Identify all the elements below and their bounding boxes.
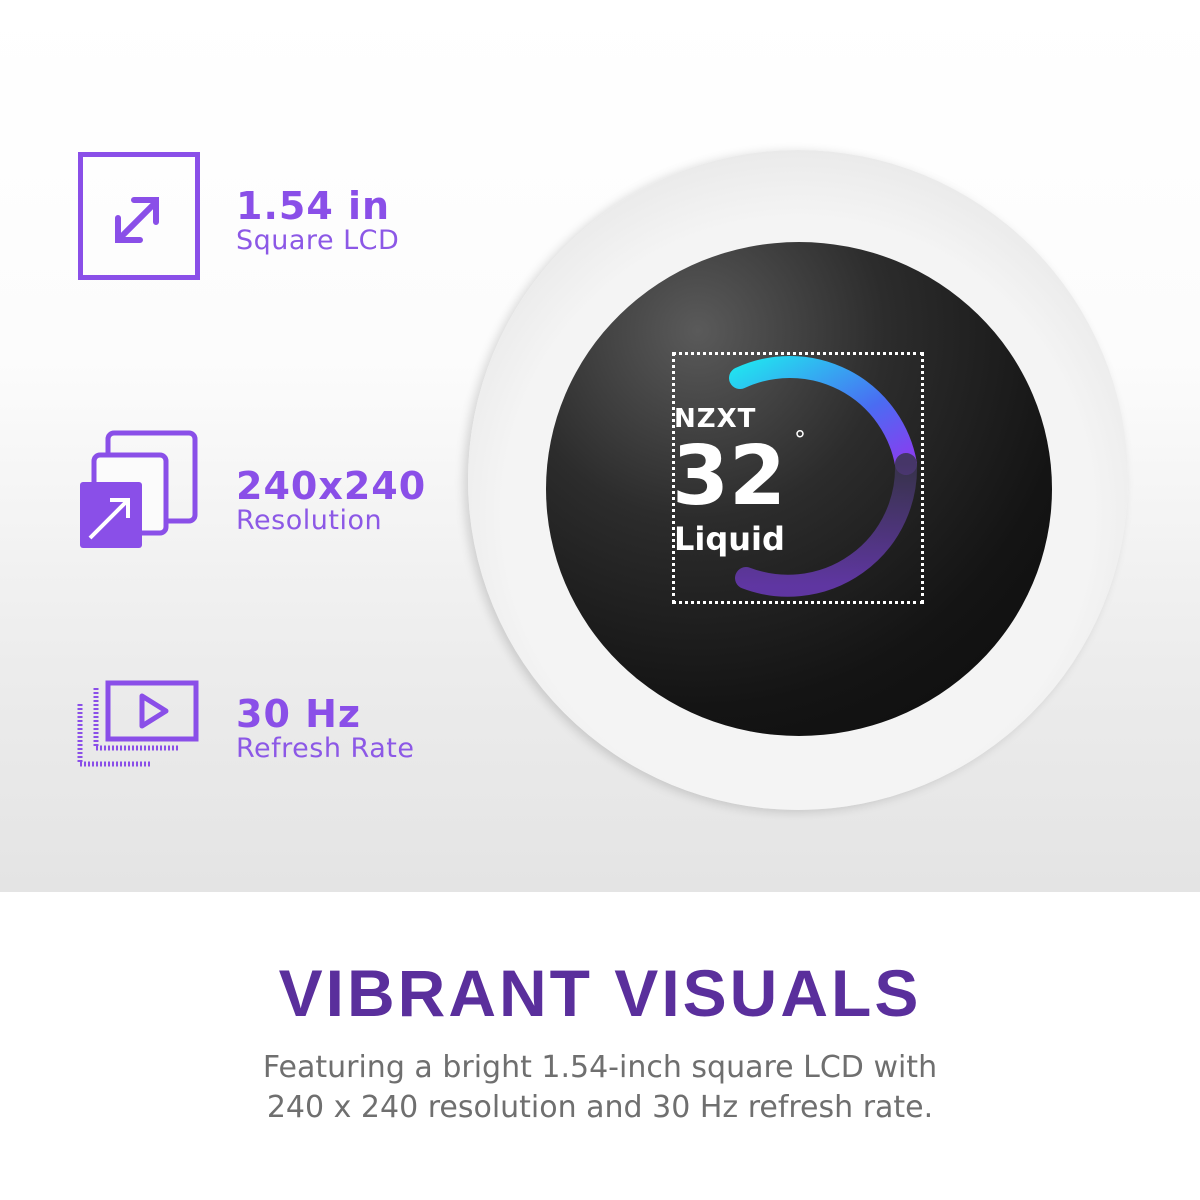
feature-screen-size: 1.54 in Square LCD <box>236 186 399 256</box>
feature-value: 1.54 in <box>236 184 391 228</box>
feature-resolution: 240x240 Resolution <box>236 466 426 536</box>
lcd-lens <box>546 242 1052 736</box>
degree-symbol: ° <box>794 426 806 454</box>
resolution-layers-icon <box>80 430 198 548</box>
resize-diagonal-icon <box>78 152 200 280</box>
lcd-screen-outline <box>672 352 924 604</box>
section-heading: VIBRANT VISUALS <box>278 956 922 1030</box>
feature-label: Resolution <box>236 505 383 536</box>
feature-label: Square LCD <box>236 225 400 256</box>
description-line: Featuring a bright 1.54-inch square LCD … <box>262 1050 938 1085</box>
feature-value: 240x240 <box>236 464 427 508</box>
play-refresh-icon <box>77 680 199 767</box>
feature-refresh-rate: 30 Hz Refresh Rate <box>236 694 414 764</box>
feature-label: Refresh Rate <box>236 733 415 764</box>
brand-logo: NZXT <box>674 404 757 434</box>
description-line: 240 x 240 resolution and 30 Hz refresh r… <box>266 1090 934 1125</box>
temperature-arc <box>729 355 918 597</box>
section-description: Featuring a bright 1.54-inch square LCD … <box>0 1048 1200 1128</box>
temperature-value: 32 <box>672 429 787 524</box>
feature-value: 30 Hz <box>236 692 362 736</box>
sensor-label: Liquid <box>674 520 785 558</box>
